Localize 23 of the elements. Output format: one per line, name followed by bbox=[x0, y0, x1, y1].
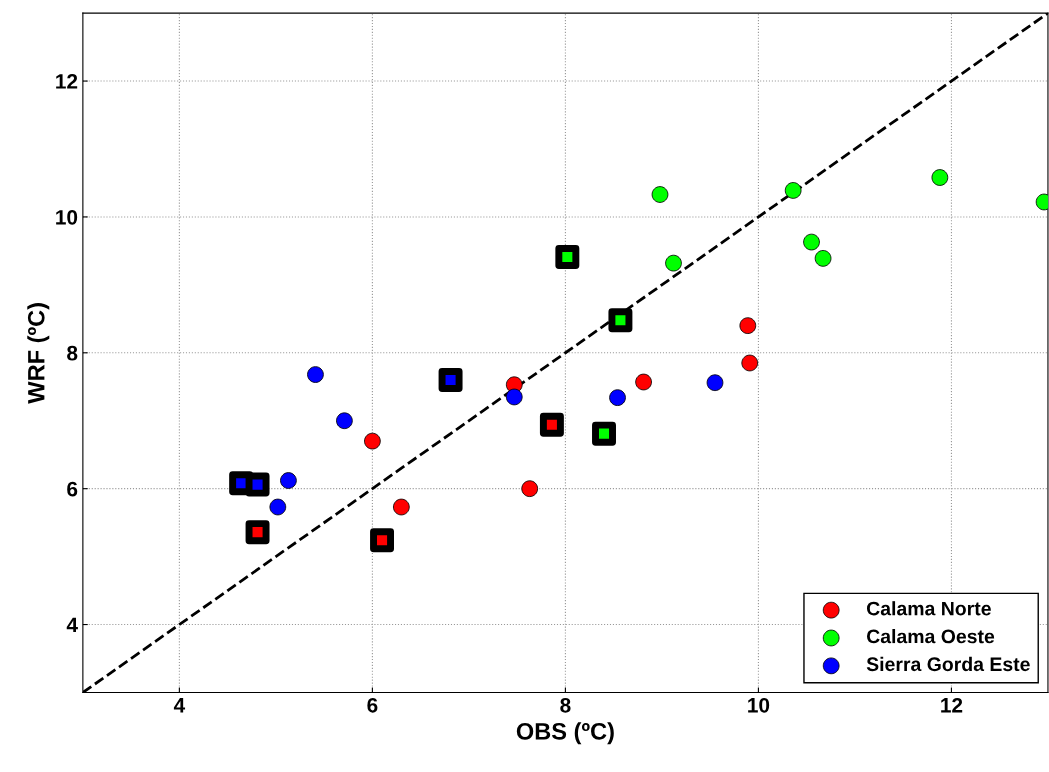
point bbox=[555, 245, 580, 269]
y-tick-label: 12 bbox=[56, 74, 78, 89]
legend-label: Calama Oeste bbox=[866, 629, 995, 644]
x-tick-label: 6 bbox=[367, 697, 378, 713]
point bbox=[608, 308, 633, 333]
point bbox=[245, 520, 270, 545]
legend-label: Calama Norte bbox=[866, 601, 991, 616]
x-tick-label: 12 bbox=[941, 697, 963, 713]
y-axis-title: WRF (ºC) bbox=[27, 303, 50, 404]
y-tick-label: 8 bbox=[67, 345, 78, 361]
point bbox=[592, 421, 616, 446]
point bbox=[438, 368, 463, 392]
x-tick-label: 10 bbox=[748, 697, 770, 713]
y-tick-label: 6 bbox=[67, 481, 78, 497]
x-tick-label: 4 bbox=[173, 698, 186, 713]
point bbox=[370, 528, 395, 553]
y-tick-label: 4 bbox=[66, 617, 78, 633]
y-tick-label: 10 bbox=[56, 209, 78, 225]
point bbox=[539, 412, 564, 437]
legend-label: Sierra Gorda Este bbox=[866, 656, 1030, 672]
x-tick-label: 8 bbox=[560, 697, 571, 713]
x-axis-title: OBS (ºC) bbox=[516, 722, 614, 745]
point bbox=[245, 472, 270, 497]
